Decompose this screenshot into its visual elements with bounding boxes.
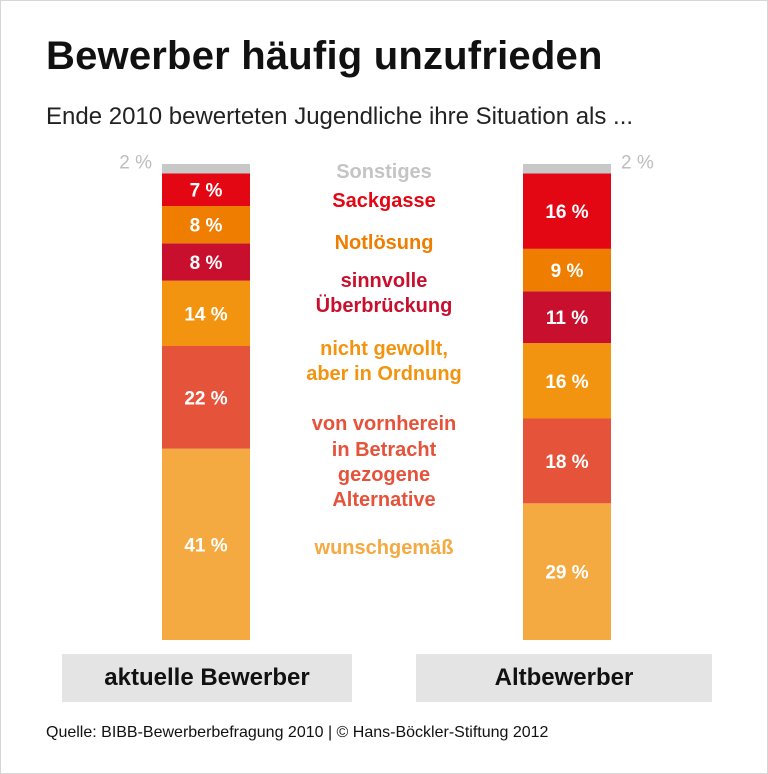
value-label-aktuelle-bewerber-notl: 8 % [190,216,223,237]
bar-segment-altbewerber-sonst [523,164,611,174]
source-note: Quelle: BIBB-Bewerberbefragung 2010 | © … [46,724,549,741]
legend-label-sinnvoll-line-2: Überbrückung [316,294,453,317]
value-label-aktuelle-bewerber-wunsch: 41 % [184,535,227,556]
bar-segment-aktuelle-bewerber-ngewollt [162,280,250,346]
value-label-aktuelle-bewerber-sinnvoll: 8 % [190,253,223,274]
value-label-aktuelle-bewerber-sonst: 2 % [119,153,152,174]
value-label-aktuelle-bewerber-vorn: 22 % [184,388,227,409]
value-label-altbewerber-sinnvoll: 11 % [546,308,588,329]
legend-label-sack: Sackgasse [332,190,435,212]
bar-segment-altbewerber-sinnvoll [523,291,611,344]
value-label-altbewerber-notl: 9 % [551,261,584,282]
legend-label-vorn-line-3: gezogene [338,464,430,486]
value-label-aktuelle-bewerber-ngewollt: 14 % [184,304,227,325]
legend-label-notl: Notlösung [335,232,434,254]
bar-segment-altbewerber-notl [523,248,611,292]
bar-segment-aktuelle-bewerber-sinnvoll [162,243,250,281]
bar-segment-altbewerber-sack [523,173,611,249]
value-label-altbewerber-wunsch: 29 % [545,563,588,584]
value-label-altbewerber-vorn: 18 % [545,452,588,473]
bar-segment-altbewerber-vorn [523,418,611,504]
legend-label-ngewollt-line-1: nicht gewollt, [320,338,448,360]
chart-subtitle: Ende 2010 bewerteten Jugendliche ihre Si… [46,103,634,130]
legend-label-vorn-line-2: in Betracht [332,439,437,461]
chart-title: Bewerber häufig unzufrieden [46,34,603,78]
value-label-aktuelle-bewerber-sack: 7 % [190,181,223,202]
bar-segment-aktuelle-bewerber-wunsch [162,448,250,640]
legend-label-vorn-line-4: Alternative [332,489,435,511]
value-label-altbewerber-sack: 16 % [545,202,588,223]
legend-label-sinnvoll-line-1: sinnvolle [341,270,428,292]
legend-label-sonst: Sonstiges [336,161,432,183]
legend-label-wunsch: wunschgemäß [314,537,454,559]
value-label-altbewerber-sonst: 2 % [621,153,654,174]
bar-segment-altbewerber-ngewollt [523,343,611,419]
bar-segment-aktuelle-bewerber-sonst [162,164,250,174]
bar-segment-aktuelle-bewerber-sack [162,173,250,206]
bar-segment-altbewerber-wunsch [523,503,611,640]
category-label-altbewerber: Altbewerber [416,654,712,702]
value-label-altbewerber-ngewollt: 16 % [545,372,588,393]
bar-segment-aktuelle-bewerber-notl [162,206,250,244]
legend-label-ngewollt-line-2: aber in Ordnung [306,363,462,385]
category-label-aktuelle-bewerber: aktuelle Bewerber [62,654,352,702]
bar-segment-aktuelle-bewerber-vorn [162,346,250,449]
legend-label-vorn-line-1: von vornherein [312,413,456,435]
